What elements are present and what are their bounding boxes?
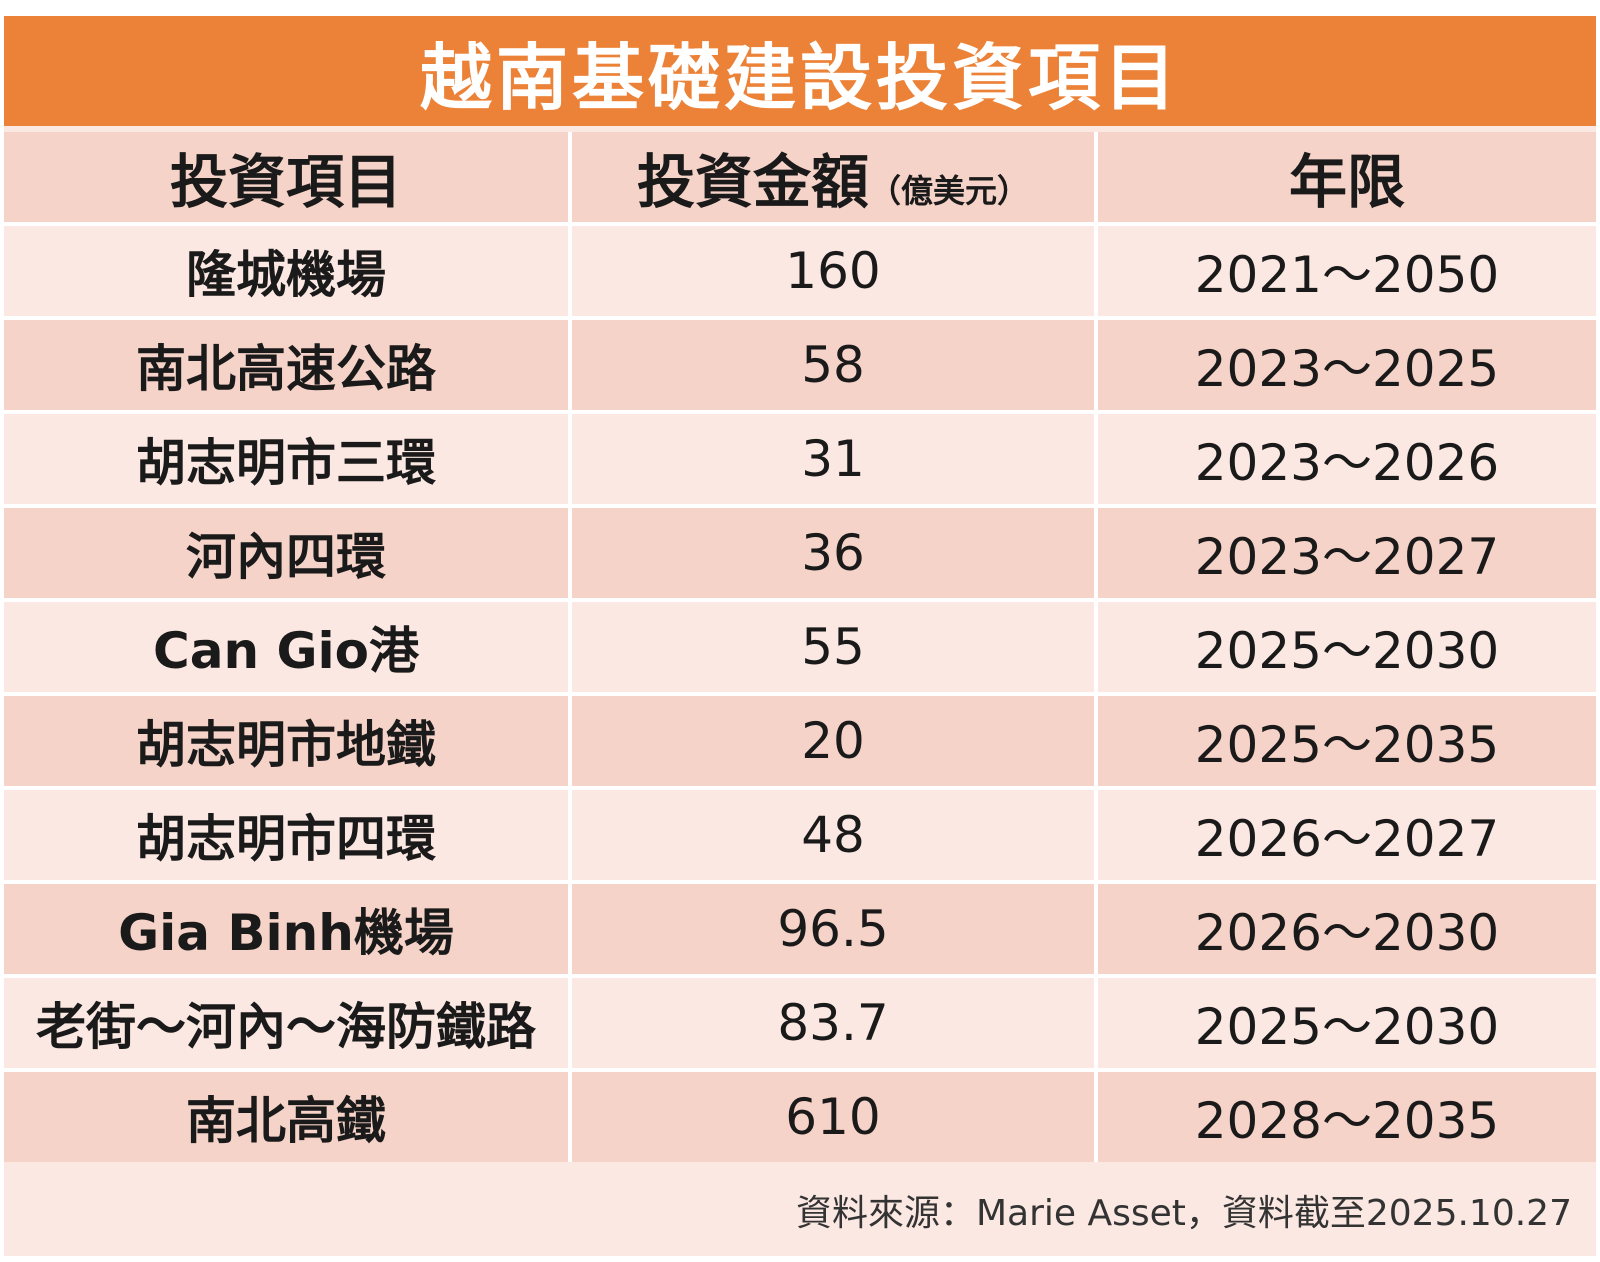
cell-period: 2023～2026 xyxy=(1094,410,1596,504)
cell-item: 胡志明市地鐵 xyxy=(4,692,568,786)
cell-amount: 20 xyxy=(568,692,1094,786)
cell-period: 2023～2025 xyxy=(1094,316,1596,410)
cell-item: Can Gio港 xyxy=(4,598,568,692)
cell-period: 2025～2030 xyxy=(1094,598,1596,692)
cell-item: 南北高鐵 xyxy=(4,1068,568,1162)
header-item: 投資項目 xyxy=(4,132,568,222)
cell-item: Gia Binh機場 xyxy=(4,880,568,974)
cell-amount: 55 xyxy=(568,598,1094,692)
cell-amount: 36 xyxy=(568,504,1094,598)
table-row: 胡志明市四環 48 2026～2027 xyxy=(4,786,1596,880)
cell-amount: 58 xyxy=(568,316,1094,410)
cell-amount: 610 xyxy=(568,1068,1094,1162)
cell-item: 胡志明市四環 xyxy=(4,786,568,880)
page-title: 越南基礎建設投資項目 xyxy=(419,35,1180,120)
cell-period: 2025～2030 xyxy=(1094,974,1596,1068)
table-row: 胡志明市三環 31 2023～2026 xyxy=(4,410,1596,504)
cell-amount: 83.7 xyxy=(568,974,1094,1068)
cell-amount: 160 xyxy=(568,222,1094,316)
cell-period: 2021～2050 xyxy=(1094,222,1596,316)
infographic-card: 越南基礎建設投資項目 投資項目 投資金額（億美元） 年限 隆城機場 160 20 xyxy=(4,16,1596,1256)
table-header-row: 投資項目 投資金額（億美元） 年限 xyxy=(4,132,1596,222)
table-row: 南北高速公路 58 2023～2025 xyxy=(4,316,1596,410)
cell-period: 2023～2027 xyxy=(1094,504,1596,598)
cell-item: 南北高速公路 xyxy=(4,316,568,410)
cell-item: 胡志明市三環 xyxy=(4,410,568,504)
table-row: 胡志明市地鐵 20 2025～2035 xyxy=(4,692,1596,786)
table-row: 南北高鐵 610 2028～2035 xyxy=(4,1068,1596,1162)
cell-item: 隆城機場 xyxy=(4,222,568,316)
cell-period: 2025～2035 xyxy=(1094,692,1596,786)
header-amount: 投資金額（億美元） xyxy=(568,132,1094,222)
header-amount-unit: （億美元） xyxy=(869,172,1030,210)
cell-amount: 48 xyxy=(568,786,1094,880)
header-period: 年限 xyxy=(1094,132,1596,222)
table-row: 老街～河內～海防鐵路 83.7 2025～2030 xyxy=(4,974,1596,1068)
source-note: 資料來源：Marie Asset，資料截至2025.10.27 xyxy=(795,1193,1572,1234)
investment-table: 投資項目 投資金額（億美元） 年限 隆城機場 160 2021～2050 南北高… xyxy=(4,132,1596,1162)
cell-period: 2028～2035 xyxy=(1094,1068,1596,1162)
table-row: Gia Binh機場 96.5 2026～2030 xyxy=(4,880,1596,974)
cell-period: 2026～2030 xyxy=(1094,880,1596,974)
cell-item: 老街～河內～海防鐵路 xyxy=(4,974,568,1068)
table-row: 隆城機場 160 2021～2050 xyxy=(4,222,1596,316)
cell-item: 河內四環 xyxy=(4,504,568,598)
table-row: 河內四環 36 2023～2027 xyxy=(4,504,1596,598)
table-row: Can Gio港 55 2025～2030 xyxy=(4,598,1596,692)
cell-period: 2026～2027 xyxy=(1094,786,1596,880)
cell-amount: 96.5 xyxy=(568,880,1094,974)
title-bar: 越南基礎建設投資項目 xyxy=(4,16,1596,126)
cell-amount: 31 xyxy=(568,410,1094,504)
